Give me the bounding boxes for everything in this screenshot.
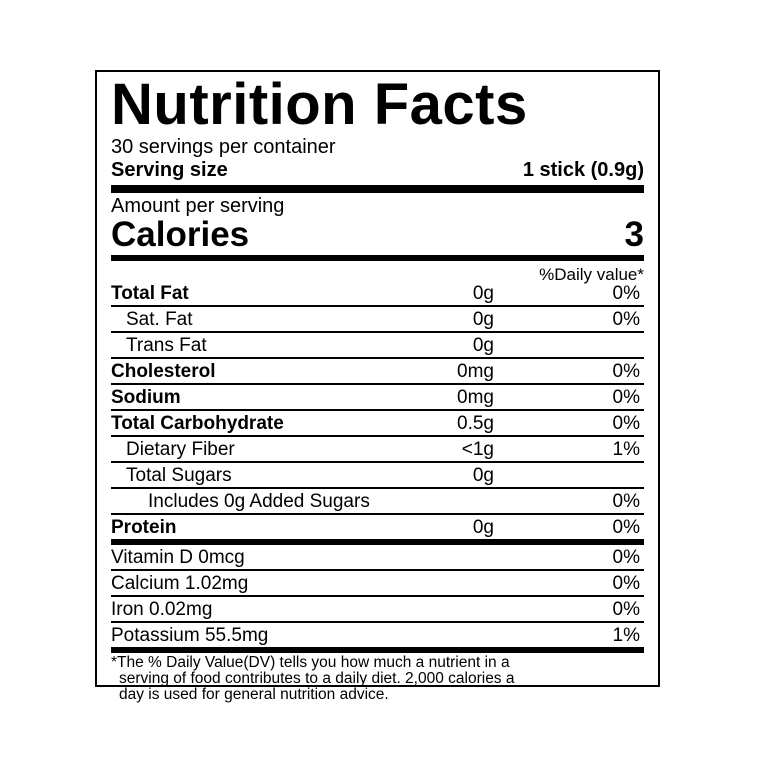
serving-size-row: Serving size 1 stick (0.9g) bbox=[111, 158, 644, 182]
label-title: Nutrition Facts bbox=[111, 72, 528, 137]
vitamin-name: Vitamin D 0mcg bbox=[111, 547, 245, 568]
nutrient-row: Dietary Fiber <1g 1% bbox=[111, 437, 644, 463]
nutrient-amount: <1g bbox=[461, 439, 494, 460]
vitamin-daily-value: 0% bbox=[612, 547, 640, 568]
footnote: *The % Daily Value(DV) tells you how muc… bbox=[111, 655, 644, 703]
nutrient-row: Cholesterol 0mg 0% bbox=[111, 359, 644, 385]
nutrient-name: Sodium bbox=[111, 387, 181, 408]
amount-per-serving: Amount per serving bbox=[111, 195, 285, 217]
nutrient-row: Protein 0g 0% bbox=[111, 515, 644, 539]
nutrient-name: Protein bbox=[111, 517, 177, 538]
divider-medium bbox=[111, 539, 644, 545]
daily-value-header: %Daily value* bbox=[539, 265, 644, 284]
calories-label: Calories bbox=[111, 215, 250, 254]
divider-medium bbox=[111, 255, 644, 261]
nutrient-daily-value: 0% bbox=[612, 517, 640, 538]
serving-size-value: 1 stick (0.9g) bbox=[522, 159, 644, 181]
serving-size-label: Serving size bbox=[111, 159, 228, 181]
nutrient-name: Includes 0g Added Sugars bbox=[148, 491, 370, 512]
nutrient-row: Trans Fat 0g bbox=[111, 333, 644, 359]
vitamin-row: Vitamin D 0mcg 0% bbox=[111, 545, 644, 571]
nutrient-row: Includes 0g Added Sugars 0% bbox=[111, 489, 644, 515]
divider-medium bbox=[111, 647, 644, 653]
vitamin-daily-value: 1% bbox=[612, 625, 640, 646]
footnote-line: day is used for general nutrition advice… bbox=[119, 686, 389, 703]
nutrient-amount: 0g bbox=[472, 309, 494, 330]
nutrient-daily-value: 0% bbox=[612, 309, 640, 330]
nutrient-row: Total Sugars 0g bbox=[111, 463, 644, 489]
footnote-line: *The % Daily Value(DV) tells you how muc… bbox=[111, 654, 510, 671]
nutrient-list: Total Fat 0g 0% Sat. Fat 0g 0% Trans Fat 0g Chol… bbox=[111, 281, 644, 539]
nutrient-row: Sodium 0mg 0% bbox=[111, 385, 644, 411]
nutrient-name: Total Carbohydrate bbox=[111, 413, 284, 434]
divider-thick bbox=[111, 185, 644, 193]
vitamin-row: Calcium 1.02mg 0% bbox=[111, 571, 644, 597]
nutrient-name: Trans Fat bbox=[126, 335, 207, 356]
nutrient-daily-value: 0% bbox=[612, 413, 640, 434]
nutrient-row: Total Fat 0g 0% bbox=[111, 281, 644, 307]
nutrient-name: Total Fat bbox=[111, 283, 189, 304]
calories-row: Calories 3 bbox=[111, 217, 644, 253]
calories-value: 3 bbox=[624, 215, 644, 254]
nutrient-amount: 0mg bbox=[457, 361, 494, 382]
nutrient-amount: 0g bbox=[472, 517, 494, 538]
nutrient-row: Sat. Fat 0g 0% bbox=[111, 307, 644, 333]
vitamin-name: Potassium 55.5mg bbox=[111, 625, 269, 646]
vitamin-name: Iron 0.02mg bbox=[111, 599, 213, 620]
footnote-line: serving of food contributes to a daily d… bbox=[119, 670, 515, 687]
nutrient-daily-value: 1% bbox=[612, 439, 640, 460]
nutrient-daily-value: 0% bbox=[612, 387, 640, 408]
nutrient-amount: 0g bbox=[472, 335, 494, 356]
nutrient-amount: 0mg bbox=[457, 387, 494, 408]
nutrient-name: Total Sugars bbox=[126, 465, 232, 486]
vitamin-daily-value: 0% bbox=[612, 573, 640, 594]
nutrient-row: Total Carbohydrate 0.5g 0% bbox=[111, 411, 644, 437]
nutrition-facts-label: Nutrition Facts 30 servings per containe… bbox=[95, 70, 660, 703]
servings-per-container: 30 servings per container bbox=[111, 136, 336, 158]
nutrient-name: Cholesterol bbox=[111, 361, 216, 382]
vitamin-row: Iron 0.02mg 0% bbox=[111, 597, 644, 623]
nutrient-amount: 0g bbox=[472, 465, 494, 486]
nutrient-amount: 0g bbox=[472, 283, 494, 304]
vitamin-daily-value: 0% bbox=[612, 599, 640, 620]
nutrient-name: Sat. Fat bbox=[126, 309, 193, 330]
vitamin-row: Potassium 55.5mg 1% bbox=[111, 623, 644, 647]
nutrient-name: Dietary Fiber bbox=[126, 439, 235, 460]
nutrient-daily-value: 0% bbox=[612, 283, 640, 304]
nutrient-daily-value: 0% bbox=[612, 361, 640, 382]
nutrient-daily-value: 0% bbox=[612, 491, 640, 512]
vitamin-list: Vitamin D 0mcg 0% Calcium 1.02mg 0% Iron 0.0… bbox=[111, 545, 644, 647]
nutrient-amount: 0.5g bbox=[457, 413, 494, 434]
vitamin-name: Calcium 1.02mg bbox=[111, 573, 249, 594]
